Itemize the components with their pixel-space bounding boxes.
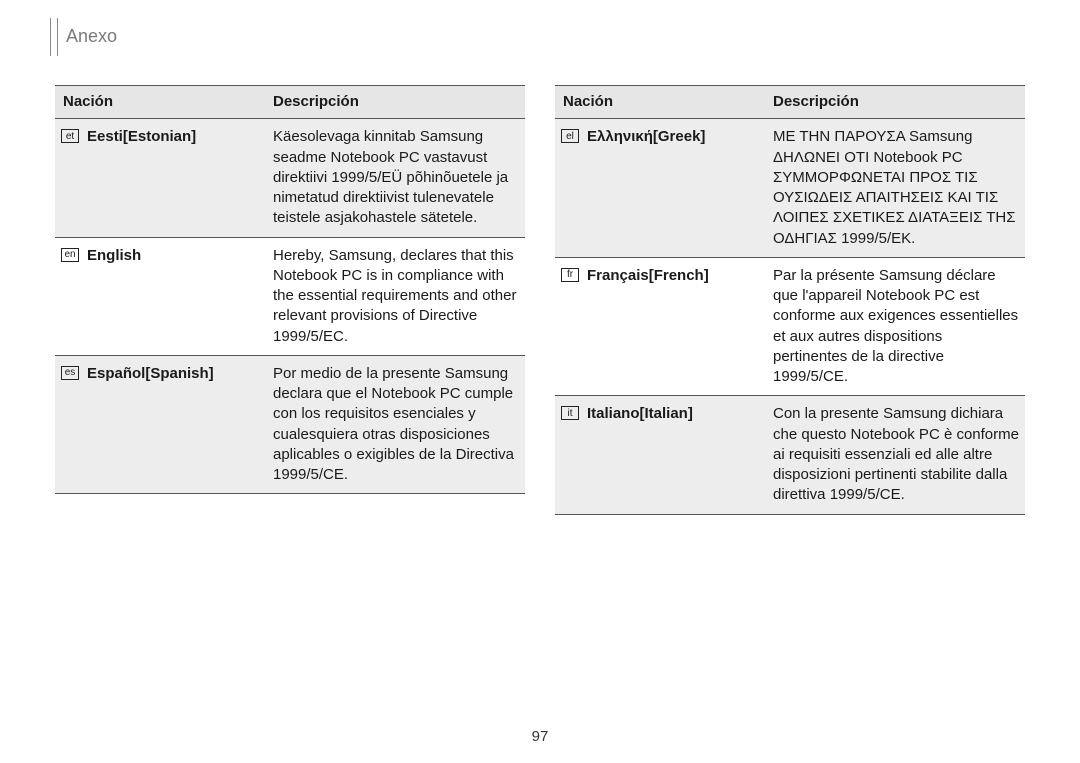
col-header-description: Descripción <box>765 86 1025 119</box>
description-cell: ΜΕ ΤΗΝ ΠΑΡΟΥΣΑ Samsung ΔΗΛΩΝΕΙ ΟΤΙ Noteb… <box>765 119 1025 258</box>
description-cell: Por medio de la presente Samsung declara… <box>265 355 525 494</box>
description-cell: Käesolevaga kinnitab Samsung seadme Note… <box>265 119 525 237</box>
col-header-nation: Nación <box>555 86 765 119</box>
description-cell: Con la presente Samsung dichiara che que… <box>765 396 1025 514</box>
lang-code-icon: en <box>61 248 79 262</box>
declaration-table-right: Nación Descripción el Ελληνική[Greek] ΜΕ… <box>555 85 1025 515</box>
table-row: fr Français[French] Par la présente Sams… <box>555 257 1025 396</box>
table-row: it Italiano[Italian] Con la presente Sam… <box>555 396 1025 514</box>
right-column: Nación Descripción el Ελληνική[Greek] ΜΕ… <box>555 85 1025 515</box>
description-cell: Hereby, Samsung, declares that this Note… <box>265 237 525 355</box>
nation-label: Eesti[Estonian] <box>87 127 196 147</box>
nation-label: Ελληνική[Greek] <box>587 127 705 147</box>
table-row: es Español[Spanish] Por medio de la pres… <box>55 355 525 494</box>
nation-cell: es Español[Spanish] <box>55 355 265 494</box>
table-row: et Eesti[Estonian] Käesolevaga kinnitab … <box>55 119 525 237</box>
lang-code-icon: el <box>561 129 579 143</box>
left-column: Nación Descripción et Eesti[Estonian] Kä… <box>55 85 525 515</box>
header-rule-decor <box>50 18 58 56</box>
nation-label: Français[French] <box>587 266 709 286</box>
nation-cell: et Eesti[Estonian] <box>55 119 265 237</box>
nation-cell: it Italiano[Italian] <box>555 396 765 514</box>
nation-cell: fr Français[French] <box>555 257 765 396</box>
two-column-layout: Nación Descripción et Eesti[Estonian] Kä… <box>55 85 1025 515</box>
nation-label: Español[Spanish] <box>87 364 214 384</box>
document-page: Anexo Nación Descripción et Eesti[Eston <box>0 0 1080 763</box>
nation-cell: en English <box>55 237 265 355</box>
section-title: Anexo <box>66 26 117 47</box>
lang-code-icon: es <box>61 366 79 380</box>
lang-code-icon: it <box>561 406 579 420</box>
lang-code-icon: fr <box>561 268 579 282</box>
lang-code-icon: et <box>61 129 79 143</box>
nation-label: Italiano[Italian] <box>587 404 693 424</box>
nation-cell: el Ελληνική[Greek] <box>555 119 765 258</box>
page-number: 97 <box>0 728 1080 745</box>
table-row: en English Hereby, Samsung, declares tha… <box>55 237 525 355</box>
declaration-table-left: Nación Descripción et Eesti[Estonian] Kä… <box>55 85 525 494</box>
nation-label: English <box>87 246 141 266</box>
description-cell: Par la présente Samsung déclare que l'ap… <box>765 257 1025 396</box>
col-header-nation: Nación <box>55 86 265 119</box>
table-row: el Ελληνική[Greek] ΜΕ ΤΗΝ ΠΑΡΟΥΣΑ Samsun… <box>555 119 1025 258</box>
col-header-description: Descripción <box>265 86 525 119</box>
